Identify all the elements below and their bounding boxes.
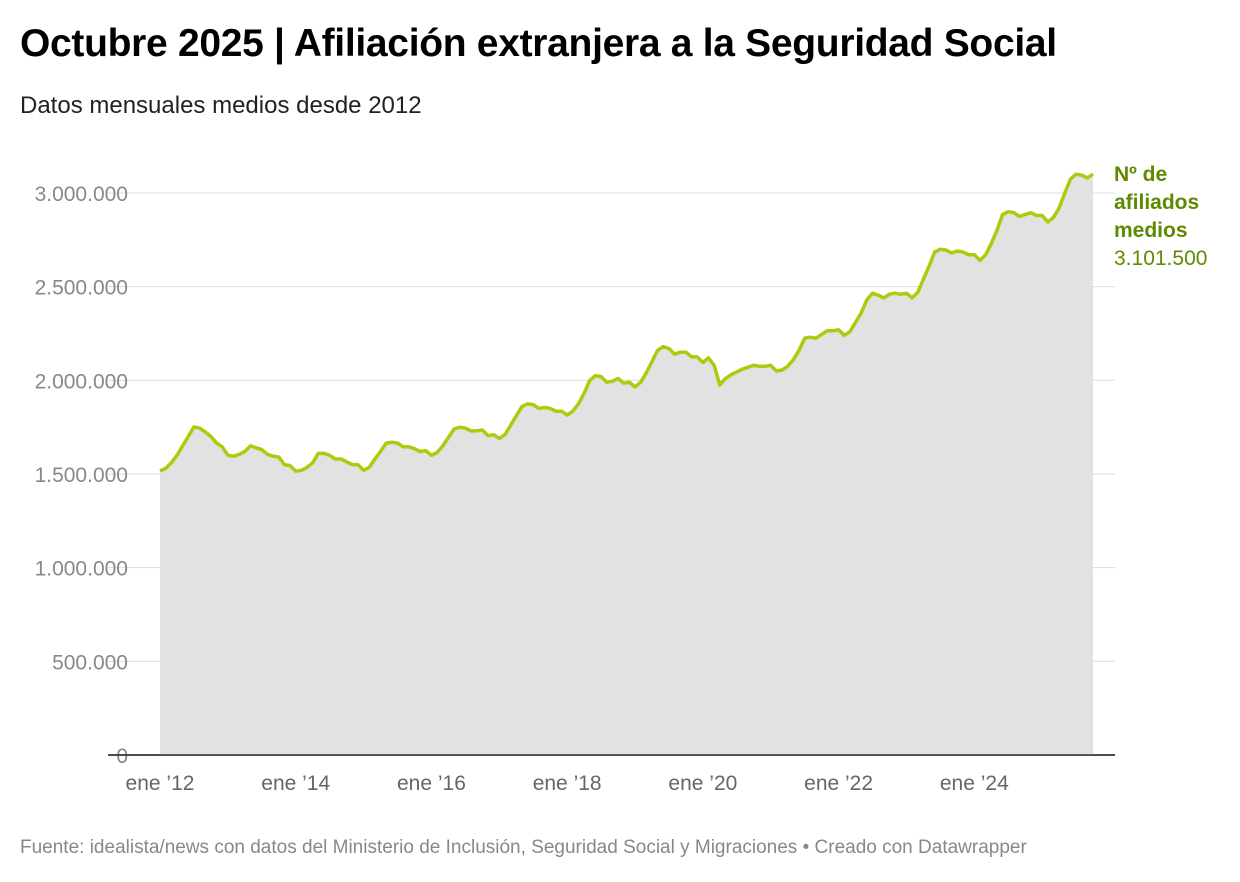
area-fill bbox=[160, 174, 1094, 755]
y-tick-label: 500.000 bbox=[52, 651, 128, 674]
y-tick-label: 2.000.000 bbox=[35, 370, 128, 393]
y-tick-label: 0 bbox=[116, 745, 128, 768]
x-tick-label: ene ’22 bbox=[804, 772, 873, 795]
x-tick-label: ene ’12 bbox=[126, 772, 195, 795]
y-tick-label: 1.000.000 bbox=[35, 558, 128, 581]
chart-subtitle: Datos mensuales medios desde 2012 bbox=[20, 92, 422, 119]
source-footer: Fuente: idealista/news con datos del Min… bbox=[20, 837, 1027, 858]
x-tick-label: ene ’20 bbox=[668, 772, 737, 795]
series-label: afiliados bbox=[1114, 191, 1199, 214]
series-label: medios bbox=[1114, 219, 1188, 242]
x-tick-label: ene ’14 bbox=[261, 772, 330, 795]
x-tick-label: ene ’16 bbox=[397, 772, 466, 795]
series-line bbox=[159, 172, 1095, 473]
chart-title: Octubre 2025 | Afiliación extranjera a l… bbox=[20, 22, 1057, 65]
series-last-value: 3.101.500 bbox=[1114, 247, 1207, 270]
y-tick-label: 2.500.000 bbox=[35, 277, 128, 300]
area-chart: 0 500.000 1.000.000 1.500.000 2.000.000 2.500… bbox=[35, 163, 1208, 795]
x-tick-label: ene ’18 bbox=[533, 772, 602, 795]
series-label: Nº de bbox=[1114, 163, 1167, 186]
x-tick-label: ene ’24 bbox=[940, 772, 1009, 795]
y-tick-label: 1.500.000 bbox=[35, 464, 128, 487]
y-tick-label: 3.000.000 bbox=[35, 183, 128, 206]
